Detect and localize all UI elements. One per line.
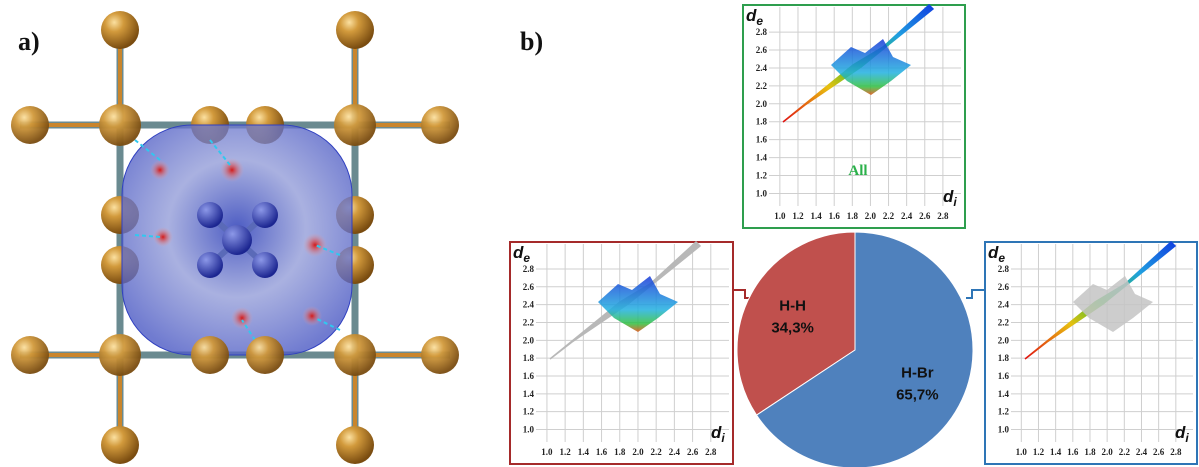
- x-tick-label: 1.8: [847, 211, 859, 221]
- y-tick-label: 2.2: [756, 81, 768, 91]
- x-axis-label-main: d: [1175, 423, 1186, 442]
- x-tick-label: 2.0: [865, 211, 877, 221]
- y-tick-label: 2.2: [998, 317, 1010, 327]
- y-axis-label-main: d: [746, 6, 757, 25]
- plot-frame: [509, 241, 734, 465]
- y-tick-label: 2.8: [523, 264, 535, 274]
- x-tick-label: 2.4: [901, 211, 913, 221]
- y-axis-label-main: d: [988, 243, 999, 262]
- y-tick-label: 2.4: [998, 300, 1010, 310]
- y-tick-label: 1.6: [523, 371, 535, 381]
- slice-value: 65,7%: [896, 387, 939, 404]
- x-tick-label: 2.2: [1119, 447, 1131, 457]
- y-tick-label: 1.8: [998, 353, 1010, 363]
- y-tick-label: 1.8: [756, 117, 768, 127]
- plot-frame: [984, 241, 1198, 465]
- y-tick-label: 2.8: [756, 27, 768, 37]
- x-axis-label-sub: i: [953, 195, 957, 209]
- y-tick-label: 1.4: [756, 153, 768, 163]
- crystal-structure: [11, 11, 459, 464]
- y-axis-label-main: d: [513, 243, 524, 262]
- y-tick-label: 2.4: [523, 300, 535, 310]
- point-cloud: [1073, 276, 1153, 332]
- point-cloud: [831, 39, 911, 95]
- y-axis-label: de: [513, 243, 530, 265]
- y-tick-label: 2.8: [998, 264, 1010, 274]
- x-tick-label: 2.0: [632, 447, 644, 457]
- y-tick-label: 1.0: [756, 188, 768, 198]
- x-axis-label-sub: i: [1185, 431, 1189, 445]
- x-tick-label: 2.2: [883, 211, 895, 221]
- pie-slice: [755, 231, 974, 467]
- x-tick-label: 1.4: [810, 211, 822, 221]
- y-axis-label-sub: e: [998, 251, 1005, 265]
- x-tick-label: 2.6: [1153, 447, 1165, 457]
- x-tick-label: 1.0: [1016, 447, 1028, 457]
- x-tick-label: 1.8: [1084, 447, 1096, 457]
- slice-label: H-Br: [901, 365, 934, 382]
- y-tick-label: 1.0: [998, 425, 1010, 435]
- y-tick-label: 2.2: [523, 317, 535, 327]
- slice-value: 34,3%: [771, 319, 814, 336]
- panel-label: a): [18, 27, 40, 56]
- y-tick-label: 2.6: [523, 282, 535, 292]
- x-tick-label: 2.8: [937, 211, 949, 221]
- x-tick-label: 2.8: [1170, 447, 1182, 457]
- slice-label: H-H: [779, 297, 806, 314]
- y-tick-label: 1.2: [998, 407, 1010, 417]
- x-tick-label: 1.2: [792, 211, 804, 221]
- x-axis-label-main: d: [943, 187, 954, 206]
- panel-label: b): [520, 27, 543, 56]
- x-axis-label: di: [943, 187, 957, 209]
- plot-frame: [742, 4, 966, 229]
- x-axis-label-main: d: [711, 423, 722, 442]
- annotation: All: [848, 163, 867, 179]
- y-tick-label: 2.0: [756, 99, 768, 109]
- x-tick-label: 1.4: [1050, 447, 1062, 457]
- y-tick-label: 1.4: [998, 389, 1010, 399]
- x-tick-label: 1.8: [614, 447, 626, 457]
- x-axis-label: di: [711, 423, 725, 445]
- fingerprint-plot: 1.0 1.2 1.4 1.6 1.8 2.0 2.2 2.4 2.6 2.8 1.0 1.2 1.4 1…: [509, 240, 734, 465]
- y-tick-label: 1.8: [523, 353, 535, 363]
- x-tick-label: 2.8: [705, 447, 717, 457]
- x-tick-label: 1.2: [560, 447, 572, 457]
- y-tick-label: 1.2: [523, 407, 535, 417]
- y-axis-label-sub: e: [756, 14, 763, 28]
- x-tick-label: 1.4: [578, 447, 590, 457]
- y-axis-label: de: [746, 6, 763, 28]
- point-cloud: [598, 276, 678, 332]
- x-tick-label: 2.0: [1102, 447, 1114, 457]
- x-tick-label: 2.4: [1136, 447, 1148, 457]
- y-tick-label: 2.4: [756, 63, 768, 73]
- x-tick-label: 2.2: [651, 447, 663, 457]
- fingerprint-plot: 1.0 1.2 1.4 1.6 1.8 2.0 2.2 2.4 2.6 2.8 1.0 1.2 1.4 1…: [742, 3, 966, 229]
- x-tick-label: 2.6: [919, 211, 931, 221]
- connector: [733, 289, 752, 299]
- x-axis-label-sub: i: [721, 431, 725, 445]
- y-axis-label: de: [988, 243, 1005, 265]
- x-tick-label: 1.6: [596, 447, 608, 457]
- x-tick-label: 1.0: [774, 211, 786, 221]
- y-tick-label: 2.6: [756, 45, 768, 55]
- y-tick-label: 1.2: [756, 171, 768, 181]
- x-tick-label: 1.6: [1067, 447, 1079, 457]
- x-tick-label: 1.6: [829, 211, 841, 221]
- y-axis-label-sub: e: [523, 251, 530, 265]
- y-tick-label: 1.6: [756, 135, 768, 145]
- y-tick-label: 1.4: [523, 389, 535, 399]
- x-tick-label: 1.0: [541, 447, 553, 457]
- x-tick-label: 2.6: [687, 447, 699, 457]
- x-axis-label: di: [1175, 423, 1189, 445]
- y-tick-label: 2.6: [998, 282, 1010, 292]
- connector: [966, 289, 985, 299]
- y-tick-label: 2.0: [998, 335, 1010, 345]
- y-tick-label: 2.0: [523, 335, 535, 345]
- x-tick-label: 1.2: [1033, 447, 1045, 457]
- y-tick-label: 1.6: [998, 371, 1010, 381]
- fingerprint-plot: 1.0 1.2 1.4 1.6 1.8 2.0 2.2 2.4 2.6 2.8 1.0 1.2 1.4 1…: [984, 240, 1198, 465]
- x-tick-label: 2.4: [669, 447, 681, 457]
- y-tick-label: 1.0: [523, 425, 535, 435]
